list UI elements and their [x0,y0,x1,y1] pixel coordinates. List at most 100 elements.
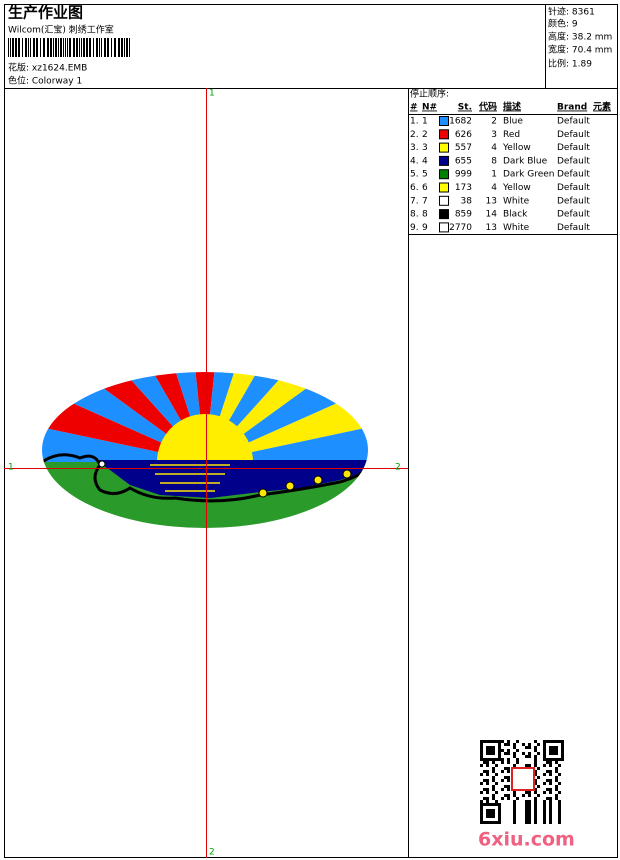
qr-module [525,764,528,767]
qr-module [558,782,561,785]
code: 4 [491,183,497,193]
qr-module [480,812,483,815]
color-swatch [439,209,449,220]
qr-module [513,803,516,806]
qr-module [495,764,498,767]
qr-module [504,752,507,755]
qr-module [489,803,492,806]
qr-module [534,761,537,764]
stitches: 557 [455,143,472,153]
qr-module [498,809,501,812]
stitches: 859 [455,210,472,220]
qr-module [537,743,540,746]
qr-module [513,791,516,794]
bar [65,38,66,57]
brand: Default [557,143,590,153]
qr-module [486,758,489,761]
qr-module [480,782,483,785]
row-index: 2. [410,130,419,140]
qr-module [546,770,549,773]
bar [15,38,17,57]
qr-module [513,764,516,767]
qr-module [525,800,528,803]
qr-module [522,752,525,755]
brand: Default [557,170,590,180]
qr-module [480,815,483,818]
bar [67,38,68,57]
qr-module [492,809,495,812]
ray [205,372,368,462]
qr-module [561,752,564,755]
bar [40,38,41,57]
qr-module [486,752,489,755]
column-header: 元素 [593,101,611,113]
bar [118,38,120,57]
qr-module [549,779,552,782]
qr-module [549,821,552,824]
qr-module [534,749,537,752]
qr-module [546,797,549,800]
qr-module [555,788,558,791]
description: Blue [503,117,523,127]
qr-module [513,752,516,755]
qr-module [561,746,564,749]
shoreline [42,453,368,503]
stitches: 1682 [449,117,472,127]
ray [205,372,368,462]
row-index: 3. [410,143,419,153]
qr-module [558,809,561,812]
qr-module [495,782,498,785]
column-header: 代码 [478,101,497,113]
bar [33,38,35,57]
bar [126,38,128,57]
qr-module [483,779,486,782]
bar [107,38,109,57]
title: 生产作业图 [8,4,83,22]
qr-module [528,764,531,767]
qr-module [549,770,552,773]
qr-module [501,749,504,752]
qr-module [525,746,528,749]
qr-module [528,809,531,812]
qr-module [555,758,558,761]
ray [42,372,205,462]
qr-module [549,800,552,803]
qr-module [549,791,552,794]
qr-module [507,770,510,773]
qr-module [537,785,540,788]
qr-module [552,746,555,749]
qr-module [483,797,486,800]
reflection [150,464,230,492]
description: Dark Blue [503,156,548,166]
qr-module [501,797,504,800]
qr-module [501,788,504,791]
ray [124,372,205,462]
info: 宽度: 70.4 mm [548,44,612,56]
qr-module [492,767,495,770]
qr-module [522,794,525,797]
bar [99,38,100,57]
bar [111,38,112,57]
code: 14 [486,210,498,220]
qr-module [498,815,501,818]
bar [93,38,94,57]
qr-module [534,779,537,782]
color-swatch [439,169,449,180]
qr-module [558,815,561,818]
qr-module [495,773,498,776]
qr-module [492,749,495,752]
qr-module [483,803,486,806]
qr-module [483,758,486,761]
qr-module [495,758,498,761]
qr-module [498,758,501,761]
qr-module [480,749,483,752]
qr-module [534,803,537,806]
bar [76,38,78,57]
qr-module [492,779,495,782]
qr-module [549,764,552,767]
column-header: # [410,103,418,113]
qr-module [480,773,483,776]
row-index: 7. [410,196,419,206]
qr-module [534,791,537,794]
sky-rays [42,372,368,462]
